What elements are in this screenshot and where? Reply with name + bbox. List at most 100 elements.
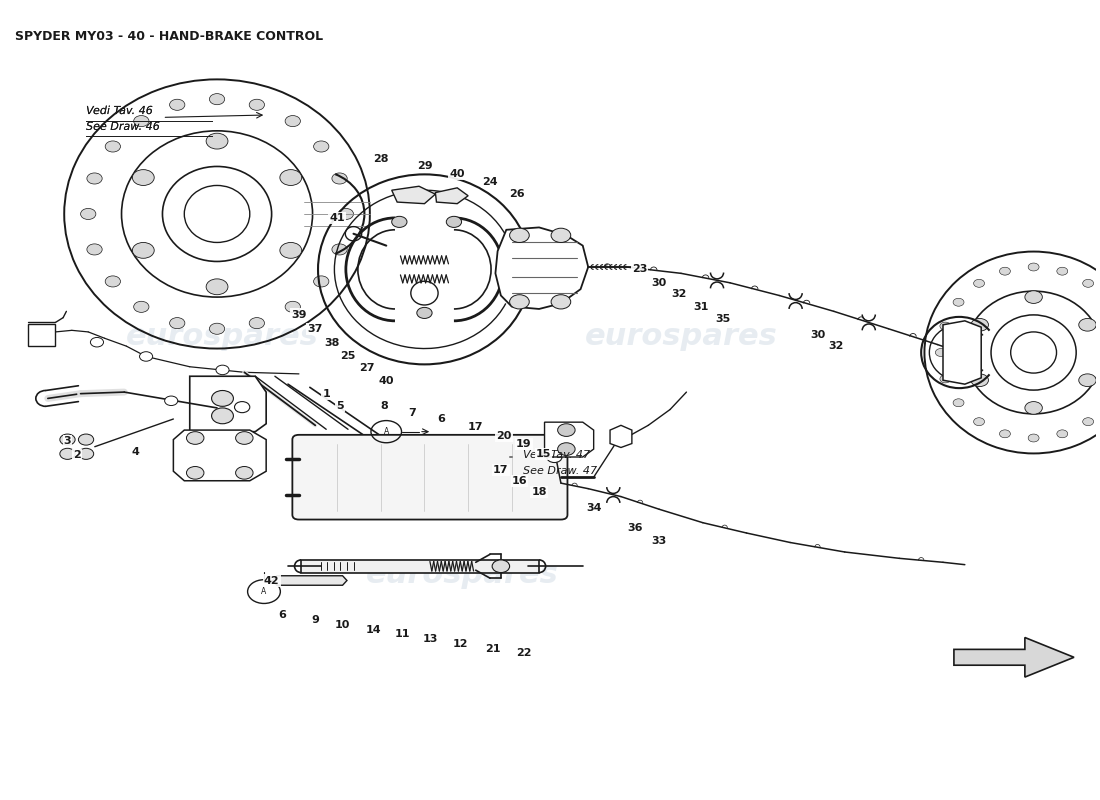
Text: 12: 12 — [453, 639, 469, 649]
Text: 37: 37 — [308, 324, 323, 334]
Circle shape — [285, 115, 300, 126]
Text: 25: 25 — [340, 350, 355, 361]
Text: 32: 32 — [828, 341, 844, 351]
Circle shape — [547, 451, 562, 462]
Circle shape — [1082, 418, 1093, 426]
Circle shape — [87, 244, 102, 255]
Text: 22: 22 — [516, 648, 531, 658]
Circle shape — [169, 99, 185, 110]
Circle shape — [78, 434, 94, 445]
Text: 34: 34 — [586, 502, 602, 513]
Circle shape — [492, 560, 509, 573]
Text: 38: 38 — [324, 338, 340, 348]
Text: Vedi Tav. 46: Vedi Tav. 46 — [86, 106, 153, 116]
Circle shape — [134, 115, 148, 126]
Circle shape — [332, 244, 348, 255]
Circle shape — [59, 448, 75, 459]
Text: A: A — [384, 427, 389, 436]
Polygon shape — [174, 430, 266, 481]
Circle shape — [285, 302, 300, 312]
Circle shape — [953, 398, 964, 406]
Circle shape — [971, 374, 989, 386]
Circle shape — [935, 349, 946, 357]
Text: 13: 13 — [422, 634, 438, 644]
Text: 6: 6 — [437, 414, 444, 424]
Circle shape — [509, 294, 529, 309]
Circle shape — [234, 402, 250, 413]
Circle shape — [90, 338, 103, 347]
Circle shape — [140, 352, 153, 362]
Text: 18: 18 — [531, 487, 547, 497]
Circle shape — [206, 279, 228, 294]
Circle shape — [209, 94, 224, 105]
Circle shape — [1079, 374, 1097, 386]
Text: 15: 15 — [536, 449, 551, 459]
Text: 16: 16 — [512, 476, 527, 486]
Text: 41: 41 — [329, 213, 345, 223]
Text: 7: 7 — [408, 408, 416, 418]
Circle shape — [1000, 267, 1011, 275]
Circle shape — [209, 323, 224, 334]
Text: 17: 17 — [468, 422, 484, 432]
Circle shape — [314, 141, 329, 152]
Text: 33: 33 — [651, 536, 667, 546]
Circle shape — [338, 209, 353, 219]
Circle shape — [169, 318, 185, 329]
Circle shape — [187, 466, 204, 479]
Text: 42: 42 — [264, 575, 279, 586]
Circle shape — [1057, 267, 1068, 275]
Text: 26: 26 — [509, 189, 525, 199]
Circle shape — [558, 442, 575, 455]
Circle shape — [417, 307, 432, 318]
Circle shape — [87, 173, 102, 184]
Polygon shape — [189, 376, 266, 432]
Text: 11: 11 — [395, 630, 410, 639]
Polygon shape — [495, 227, 588, 309]
Text: SPYDER MY03 - 40 - HAND-BRAKE CONTROL: SPYDER MY03 - 40 - HAND-BRAKE CONTROL — [15, 30, 323, 42]
FancyBboxPatch shape — [293, 435, 568, 519]
Circle shape — [1000, 430, 1011, 438]
Circle shape — [1082, 279, 1093, 287]
Circle shape — [558, 424, 575, 437]
Text: 28: 28 — [373, 154, 388, 163]
Circle shape — [206, 134, 228, 149]
Text: A: A — [262, 587, 266, 596]
Circle shape — [974, 418, 984, 426]
Text: 29: 29 — [417, 162, 432, 171]
Circle shape — [939, 322, 950, 330]
Circle shape — [551, 294, 571, 309]
Circle shape — [509, 228, 529, 242]
Text: 19: 19 — [516, 439, 531, 450]
Text: 5: 5 — [337, 402, 344, 411]
Circle shape — [165, 396, 178, 406]
Text: 40: 40 — [450, 170, 465, 179]
Polygon shape — [436, 188, 469, 204]
Text: 27: 27 — [359, 363, 374, 374]
Circle shape — [235, 432, 253, 444]
Circle shape — [974, 279, 984, 287]
Circle shape — [314, 276, 329, 287]
Circle shape — [1028, 434, 1040, 442]
Text: See Draw. 47: See Draw. 47 — [522, 466, 597, 476]
Text: 10: 10 — [334, 620, 350, 630]
Text: See Draw. 46: See Draw. 46 — [86, 122, 161, 132]
Text: 17: 17 — [493, 465, 508, 474]
Text: eurospares: eurospares — [366, 560, 559, 589]
Circle shape — [132, 170, 154, 186]
Circle shape — [132, 242, 154, 258]
Circle shape — [939, 375, 950, 383]
Circle shape — [332, 173, 348, 184]
Circle shape — [547, 436, 562, 446]
Circle shape — [250, 318, 264, 329]
Text: 23: 23 — [631, 264, 647, 274]
Circle shape — [953, 298, 964, 306]
Polygon shape — [610, 426, 631, 447]
Polygon shape — [273, 576, 346, 586]
Circle shape — [1025, 290, 1043, 303]
Text: 9: 9 — [311, 615, 319, 625]
Text: 35: 35 — [715, 314, 730, 324]
Text: 20: 20 — [496, 430, 512, 441]
Polygon shape — [29, 324, 55, 346]
Text: 1: 1 — [322, 389, 330, 398]
Text: 39: 39 — [292, 310, 307, 319]
